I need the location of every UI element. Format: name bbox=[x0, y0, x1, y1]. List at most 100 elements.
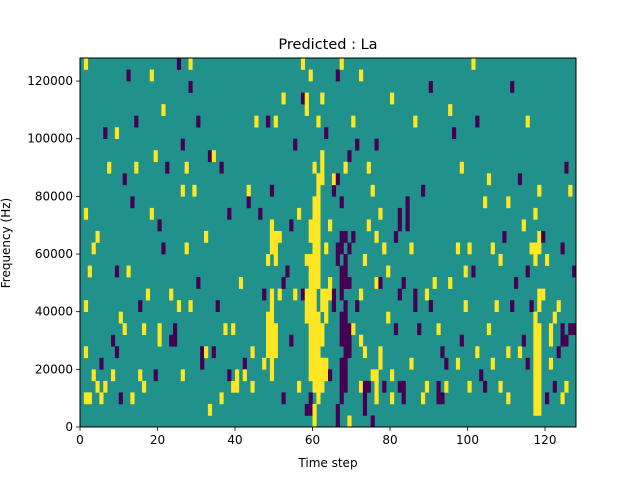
heatmap-cell bbox=[269, 184, 275, 197]
heatmap-cell bbox=[436, 323, 441, 336]
heatmap-cell bbox=[324, 127, 329, 140]
heatmap-cell bbox=[405, 219, 410, 232]
heatmap-cell bbox=[397, 207, 402, 232]
heatmap-cell bbox=[413, 288, 418, 312]
heatmap-cell bbox=[502, 230, 507, 243]
heatmap-cell bbox=[297, 207, 302, 220]
heatmap-cell bbox=[266, 115, 271, 128]
heatmap-cell bbox=[266, 311, 271, 359]
y-tick-label: 0 bbox=[65, 420, 73, 434]
heatmap-cell bbox=[83, 300, 89, 312]
heatmap-cell bbox=[95, 380, 100, 393]
heatmap-cell bbox=[552, 380, 557, 393]
heatmap-cell bbox=[347, 415, 352, 428]
heatmap-cell bbox=[196, 115, 201, 128]
heatmap-cell bbox=[324, 288, 329, 324]
heatmap-cell bbox=[390, 369, 395, 382]
heatmap-cell bbox=[343, 161, 348, 174]
heatmap-cell bbox=[560, 323, 565, 347]
heatmap-cell bbox=[304, 288, 309, 324]
heatmap-cell bbox=[262, 288, 267, 301]
heatmap-cell bbox=[118, 392, 123, 405]
heatmap-cell bbox=[572, 323, 577, 336]
heatmap-cell bbox=[378, 207, 383, 220]
heatmap-cell bbox=[269, 219, 275, 255]
heatmap-cell bbox=[145, 288, 151, 301]
y-tick-label: 120000 bbox=[27, 74, 73, 88]
heatmap-cell bbox=[382, 242, 387, 255]
heatmap-cell bbox=[548, 323, 554, 347]
heatmap-cell bbox=[300, 288, 306, 301]
heatmap-cell bbox=[99, 392, 104, 405]
y-tick-label: 20000 bbox=[35, 362, 73, 376]
heatmap-cell bbox=[320, 288, 325, 312]
heatmap-cell bbox=[347, 277, 352, 289]
heatmap-cell bbox=[165, 161, 170, 174]
heatmap-cell bbox=[421, 392, 426, 405]
heatmap-cell bbox=[157, 219, 162, 232]
heatmap-cell bbox=[215, 300, 220, 312]
heatmap-cell bbox=[297, 380, 302, 393]
heatmap-cell bbox=[339, 230, 344, 255]
heatmap-cell bbox=[277, 288, 282, 301]
heatmap-cell bbox=[235, 380, 240, 393]
heatmap-cell bbox=[521, 334, 526, 347]
heatmap-cell bbox=[347, 323, 352, 359]
heatmap-cell bbox=[483, 380, 488, 393]
heatmap-cell bbox=[312, 196, 317, 255]
heatmap-cell bbox=[390, 92, 395, 105]
heatmap-cell bbox=[463, 265, 468, 278]
heatmap-cell bbox=[308, 219, 313, 243]
heatmap-cell bbox=[169, 334, 174, 347]
heatmap-cell bbox=[560, 392, 565, 405]
heatmap-cell bbox=[521, 219, 526, 232]
heatmap-cell bbox=[308, 254, 313, 278]
heatmap-cell bbox=[490, 242, 495, 255]
heatmap-cell bbox=[161, 104, 166, 116]
heatmap-cell bbox=[277, 230, 282, 243]
heatmap-cell bbox=[366, 161, 371, 174]
y-tick-label: 80000 bbox=[35, 189, 73, 203]
heatmap-cell bbox=[506, 346, 511, 359]
heatmap-cell bbox=[223, 323, 228, 336]
heatmap-cell bbox=[300, 58, 306, 70]
heatmap-cell bbox=[533, 311, 538, 416]
heatmap-cell bbox=[324, 357, 329, 382]
heatmap-cell bbox=[421, 184, 426, 197]
heatmap-cell bbox=[355, 138, 360, 151]
heatmap-cell bbox=[111, 334, 116, 347]
x-tick-label: 80 bbox=[382, 433, 397, 447]
heatmap-cell bbox=[351, 230, 356, 243]
heatmap-cell bbox=[409, 242, 414, 255]
heatmap-cell bbox=[328, 219, 333, 232]
heatmap-cell bbox=[397, 380, 402, 393]
heatmap-cell bbox=[83, 207, 89, 220]
x-tick-label: 20 bbox=[150, 433, 165, 447]
heatmap-cell bbox=[494, 300, 499, 312]
heatmap-cell bbox=[525, 357, 530, 370]
heatmap-cell bbox=[335, 173, 340, 186]
heatmap-cell bbox=[157, 323, 162, 336]
heatmap-cell bbox=[149, 69, 154, 82]
heatmap-cell bbox=[238, 277, 244, 289]
plot-area bbox=[79, 57, 577, 428]
heatmap-cell bbox=[428, 81, 433, 93]
heatmap-cell bbox=[200, 346, 205, 359]
heatmap-cell bbox=[114, 127, 120, 140]
heatmap-cell bbox=[281, 92, 286, 105]
heatmap-cell bbox=[475, 346, 480, 359]
heatmap-cell bbox=[134, 161, 139, 174]
heatmap-cell bbox=[293, 138, 298, 151]
heatmap-cell bbox=[273, 323, 278, 359]
heatmap-cell bbox=[196, 277, 201, 289]
heatmap-cell bbox=[548, 357, 554, 370]
heatmap-cell bbox=[374, 230, 379, 243]
heatmap-cell bbox=[138, 300, 143, 312]
heatmap-cell bbox=[417, 323, 422, 336]
heatmap-cell bbox=[335, 69, 340, 82]
heatmap-cell bbox=[142, 380, 147, 393]
heatmap-cell bbox=[471, 265, 476, 278]
heatmap-cell bbox=[463, 300, 468, 312]
heatmap-cell bbox=[517, 173, 523, 186]
heatmap-cell bbox=[382, 380, 387, 393]
